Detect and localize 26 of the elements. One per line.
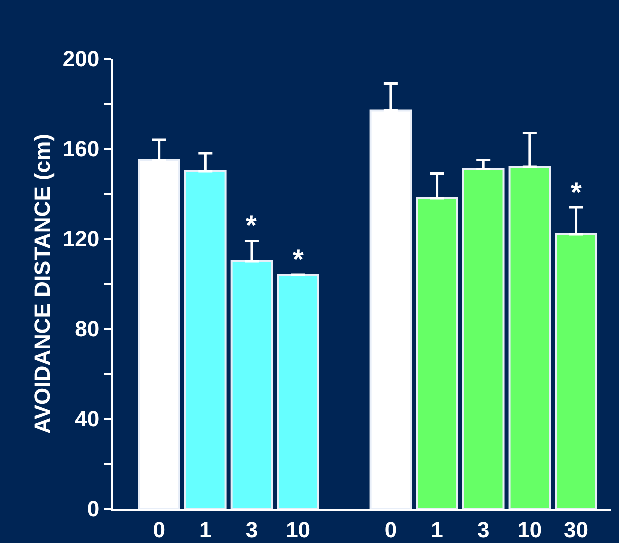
bar	[555, 234, 598, 509]
bar	[184, 170, 227, 509]
data-label: *	[293, 244, 304, 275]
x-tick-label: 3	[477, 517, 490, 542]
y-tick-label: 80	[75, 316, 100, 342]
x-tick-label: 1	[431, 517, 444, 542]
x-tick-label: 3	[246, 517, 258, 542]
bar	[416, 198, 458, 509]
y-axis-title: AVOIDANCE DISTANCE (cm)	[30, 134, 56, 434]
x-tick-label: 0	[384, 517, 398, 542]
y-tick-label: 40	[75, 406, 100, 432]
bar	[230, 260, 274, 509]
x-tick-label: 30	[564, 517, 588, 542]
y-tick-label: 120	[62, 226, 100, 252]
bar	[277, 274, 320, 509]
data-label: *	[246, 210, 257, 241]
y-tick-label: 160	[62, 136, 100, 162]
x-tick-label: 10	[518, 517, 542, 542]
bar	[462, 168, 505, 509]
data-label: *	[571, 177, 582, 208]
x-tick-label: 1	[200, 517, 212, 542]
y-tick-label: 0	[87, 496, 100, 522]
x-tick-label: 10	[286, 517, 311, 542]
x-tick-label: 0	[153, 517, 166, 542]
y-tick-label: 200	[62, 46, 100, 72]
bar	[508, 166, 552, 509]
